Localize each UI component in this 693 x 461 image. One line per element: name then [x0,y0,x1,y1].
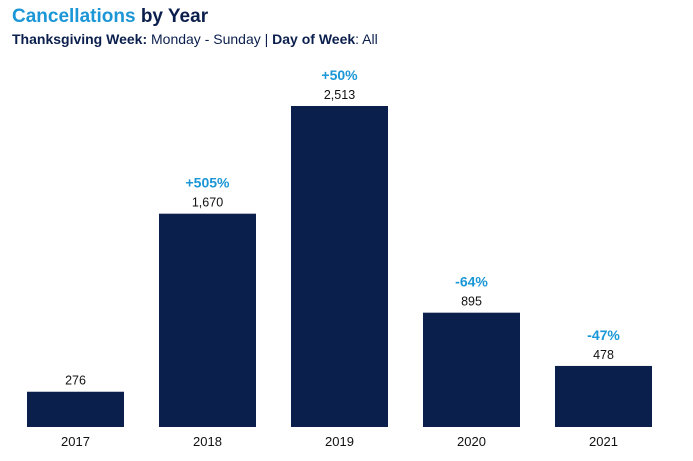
filter-value-thanksgiving-week: Monday - Sunday [147,31,261,47]
x-tick-label-2017: 2017 [61,434,90,449]
x-tick-label-2021: 2021 [589,434,618,449]
bar-2021 [555,365,652,427]
value-label-2018: 1,670 [192,196,223,210]
bar-2020 [423,312,520,427]
change-label-2018: +505% [186,175,231,191]
chart-subtitle: Thanksgiving Week: Monday - Sunday | Day… [12,31,378,47]
bar-2017 [27,391,124,427]
value-label-2020: 895 [461,295,482,309]
filter-label-day-of-week: Day of Week [272,31,356,47]
value-label-2019: 2,513 [324,88,355,102]
filter-separator: | [260,31,273,47]
x-tick-label-2020: 2020 [457,434,486,449]
title-rest: by Year [135,6,209,27]
change-label-2019: +50% [321,67,358,83]
chart-title: Cancellations by Year [12,6,208,28]
value-label-2021: 478 [593,348,614,362]
bar-2018 [159,213,256,427]
filter-label-thanksgiving-week: Thanksgiving Week: [12,31,148,47]
x-tick-label-2019: 2019 [325,434,354,449]
value-label-2017: 276 [65,374,86,388]
bar-2019 [291,106,388,427]
filter-value-day-of-week: : All [355,31,378,47]
title-accent: Cancellations [12,6,136,27]
x-tick-label-2018: 2018 [193,434,222,449]
change-label-2020: -64% [455,274,488,290]
change-label-2021: -47% [587,327,620,343]
